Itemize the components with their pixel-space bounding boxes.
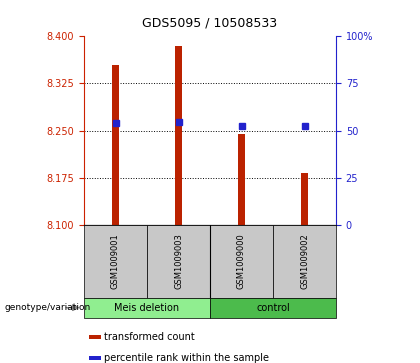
Bar [210, 225, 273, 298]
Text: transformed count: transformed count [104, 332, 195, 342]
Text: GSM1009002: GSM1009002 [300, 233, 309, 289]
Bar [84, 225, 147, 298]
Bar [301, 173, 308, 225]
Bar [89, 335, 101, 339]
Bar [147, 225, 210, 298]
Text: GSM1009000: GSM1009000 [237, 233, 246, 289]
Bar [84, 298, 210, 318]
Text: genotype/variation: genotype/variation [4, 303, 90, 312]
Text: GDS5095 / 10508533: GDS5095 / 10508533 [142, 16, 278, 29]
Bar [210, 298, 336, 318]
Text: GSM1009003: GSM1009003 [174, 233, 183, 289]
Bar [112, 65, 119, 225]
Bar [238, 134, 245, 225]
Bar [273, 225, 336, 298]
Text: Meis deletion: Meis deletion [114, 303, 180, 313]
Text: GSM1009001: GSM1009001 [111, 233, 120, 289]
Bar [89, 356, 101, 360]
Text: control: control [256, 303, 290, 313]
Bar [175, 46, 182, 225]
Text: percentile rank within the sample: percentile rank within the sample [104, 353, 269, 363]
